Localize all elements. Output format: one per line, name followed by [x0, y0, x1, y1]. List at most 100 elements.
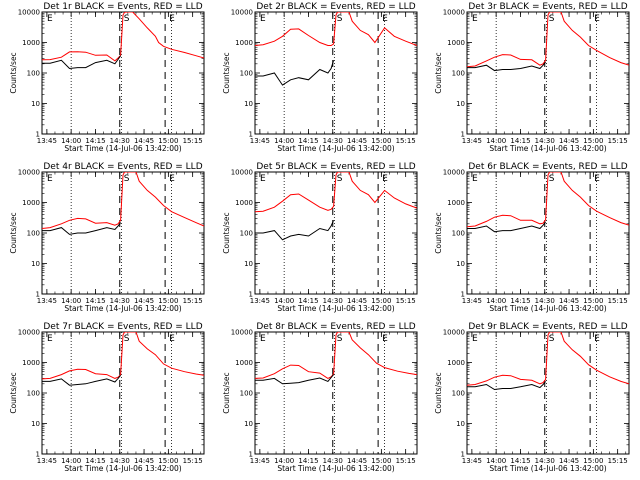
x-tick-label: 14:15	[298, 457, 318, 465]
y-tick-label: 1	[249, 291, 253, 299]
y-axis-label: Counts/sec	[9, 52, 18, 93]
x-tick-label: 13:45	[250, 297, 270, 305]
x-tick-label: 14:00	[486, 297, 506, 305]
x-tick-label: 14:30	[110, 297, 130, 305]
chart-panel: Det 6r BLACK = Events, RED = LLD 1 10 100 10…	[434, 162, 630, 313]
y-axis-label: Counts/sec	[9, 212, 18, 253]
x-tick-label: 14:00	[61, 297, 81, 305]
x-tick-label: 13:45	[37, 297, 57, 305]
y-axis-label: Counts/sec	[222, 212, 231, 253]
marker-label: E	[472, 174, 478, 184]
x-tick-label: 14:30	[323, 457, 343, 465]
x-tick-label: 15:15	[396, 457, 416, 465]
x-tick-label: 14:00	[274, 297, 294, 305]
marker-label: S	[124, 14, 130, 24]
x-tick-label: 13:45	[250, 457, 270, 465]
x-tick-label: 14:45	[134, 137, 154, 145]
y-tick-label: 1000	[235, 359, 253, 367]
series-events-line	[42, 222, 122, 235]
y-tick-label: 1000	[22, 39, 40, 47]
marker-label: E	[594, 334, 600, 344]
y-tick-label: 1000	[447, 199, 465, 207]
x-tick-label: 15:15	[183, 297, 203, 305]
y-tick-label: 1000	[235, 199, 253, 207]
x-tick-label: 14:30	[323, 137, 343, 145]
y-tick-label: 1	[249, 131, 253, 139]
y-tick-label: 1	[249, 451, 253, 459]
chart-panel: Det 7r BLACK = Events, RED = LLD 1 10 100 10…	[9, 322, 205, 473]
plot-frame	[254, 11, 418, 135]
marker-label: S	[124, 334, 130, 344]
x-axis-label: Start Time (14-Jul-06 13:42:00)	[277, 304, 394, 313]
plot-frame	[41, 171, 205, 295]
y-tick-label: 1	[36, 451, 40, 459]
series-events-line	[255, 220, 335, 241]
y-tick-label: 10000	[443, 329, 465, 337]
y-tick-label: 10	[244, 100, 253, 108]
y-axis-label: Counts/sec	[434, 52, 443, 93]
y-axis-label: Counts/sec	[222, 372, 231, 413]
x-tick-label: 13:45	[37, 457, 57, 465]
marker-label: E	[47, 174, 53, 184]
series-events-line	[255, 60, 335, 86]
x-tick-label: 14:45	[134, 457, 154, 465]
y-tick-label: 10	[456, 260, 465, 268]
x-axis-label: Start Time (14-Jul-06 13:42:00)	[64, 304, 181, 313]
marker-label: E	[260, 174, 266, 184]
y-tick-label: 100	[27, 390, 40, 398]
x-tick-label: 14:15	[85, 457, 105, 465]
y-tick-label: 10	[31, 100, 40, 108]
y-tick-label: 10	[456, 420, 465, 428]
x-tick-label: 15:15	[183, 137, 203, 145]
marker-label: S	[549, 174, 555, 184]
marker-label: E	[169, 14, 175, 24]
y-tick-label: 100	[240, 390, 253, 398]
marker-label: S	[337, 14, 343, 24]
x-tick-label: 14:45	[347, 137, 367, 145]
x-tick-label: 15:15	[396, 137, 416, 145]
y-tick-label: 1000	[22, 359, 40, 367]
chart-panel: Det 4r BLACK = Events, RED = LLD 1 10 100 10…	[9, 162, 205, 313]
marker-label: S	[337, 334, 343, 344]
y-tick-label: 100	[27, 70, 40, 78]
panel-title: Det 1r BLACK = Events, RED = LLD	[43, 2, 202, 12]
x-tick-label: 14:00	[61, 137, 81, 145]
plot-frame	[41, 11, 205, 135]
x-tick-label: 14:15	[85, 137, 105, 145]
panel-title: Det 5r BLACK = Events, RED = LLD	[256, 162, 415, 172]
x-tick-label: 15:00	[371, 137, 391, 145]
plot-frame	[254, 171, 418, 295]
y-tick-label: 100	[240, 70, 253, 78]
marker-label: S	[549, 334, 555, 344]
x-tick-label: 14:45	[559, 297, 579, 305]
x-tick-label: 14:30	[535, 137, 555, 145]
marker-label: E	[382, 174, 388, 184]
y-tick-label: 10000	[443, 9, 465, 17]
x-tick-label: 14:45	[347, 457, 367, 465]
x-tick-label: 15:00	[158, 297, 178, 305]
y-axis-label: Counts/sec	[9, 372, 18, 413]
x-tick-label: 14:30	[110, 137, 130, 145]
marker-label: E	[169, 334, 175, 344]
marker-label: E	[169, 174, 175, 184]
marker-label: E	[47, 334, 53, 344]
y-tick-label: 10	[31, 260, 40, 268]
x-tick-label: 15:00	[583, 137, 603, 145]
y-tick-label: 1000	[235, 39, 253, 47]
marker-label: E	[472, 334, 478, 344]
x-tick-label: 14:45	[559, 457, 579, 465]
x-axis-label: Start Time (14-Jul-06 13:42:00)	[277, 144, 394, 153]
y-axis-label: Counts/sec	[434, 372, 443, 413]
x-tick-label: 14:45	[134, 297, 154, 305]
x-tick-label: 14:15	[298, 137, 318, 145]
series-lld-line	[42, 172, 204, 229]
panel-title: Det 7r BLACK = Events, RED = LLD	[43, 322, 202, 332]
y-tick-label: 100	[240, 230, 253, 238]
panel-title: Det 2r BLACK = Events, RED = LLD	[256, 2, 415, 12]
x-tick-label: 13:45	[37, 137, 57, 145]
x-tick-label: 14:30	[323, 297, 343, 305]
y-tick-label: 100	[452, 390, 465, 398]
x-tick-label: 14:45	[559, 137, 579, 145]
x-tick-label: 14:30	[535, 297, 555, 305]
